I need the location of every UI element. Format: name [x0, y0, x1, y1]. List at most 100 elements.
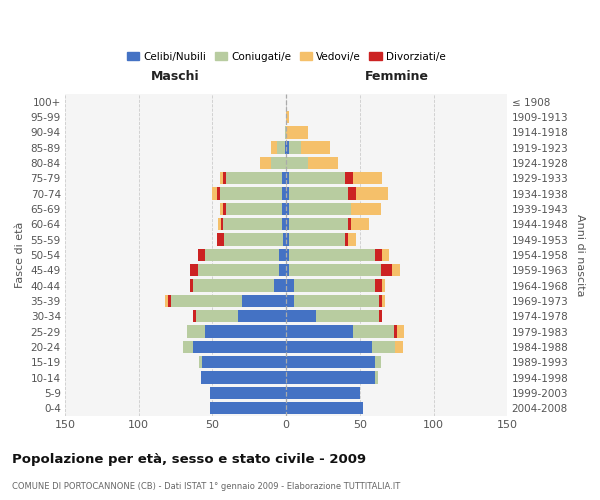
Bar [345, 233, 348, 246]
Bar [395, 340, 403, 353]
Bar [374, 248, 382, 261]
Bar [286, 110, 289, 123]
Bar [345, 172, 353, 184]
Bar [223, 218, 282, 230]
Bar [205, 248, 279, 261]
Bar [289, 202, 351, 215]
Bar [374, 356, 380, 368]
Bar [286, 264, 289, 276]
Bar [286, 218, 289, 230]
Bar [196, 310, 238, 322]
Bar [238, 310, 286, 322]
Bar [286, 310, 316, 322]
Bar [226, 172, 282, 184]
Bar [286, 386, 360, 399]
Bar [286, 356, 374, 368]
Bar [286, 248, 289, 261]
Y-axis label: Fasce di età: Fasce di età [15, 222, 25, 288]
Bar [286, 279, 293, 292]
Bar [183, 340, 193, 353]
Bar [374, 279, 382, 292]
Bar [224, 233, 283, 246]
Bar [286, 142, 289, 154]
Bar [397, 325, 404, 338]
Bar [293, 294, 379, 307]
Bar [289, 188, 348, 200]
Bar [217, 188, 220, 200]
Bar [282, 188, 286, 200]
Legend: Celibi/Nubili, Coniugati/e, Vedovi/e, Divorziati/e: Celibi/Nubili, Coniugati/e, Vedovi/e, Di… [122, 48, 450, 66]
Bar [220, 202, 223, 215]
Bar [282, 172, 286, 184]
Bar [356, 188, 388, 200]
Bar [282, 218, 286, 230]
Bar [217, 233, 224, 246]
Bar [286, 172, 289, 184]
Bar [187, 325, 205, 338]
Bar [394, 325, 397, 338]
Bar [283, 233, 286, 246]
Bar [379, 310, 382, 322]
Bar [308, 156, 338, 169]
Bar [171, 294, 242, 307]
Text: Femmine: Femmine [365, 70, 429, 83]
Bar [260, 156, 271, 169]
Bar [168, 294, 171, 307]
Bar [199, 356, 202, 368]
Bar [353, 172, 382, 184]
Bar [392, 264, 400, 276]
Bar [223, 172, 226, 184]
Bar [286, 402, 363, 414]
Bar [293, 279, 374, 292]
Y-axis label: Anni di nascita: Anni di nascita [575, 214, 585, 296]
Bar [190, 264, 198, 276]
Bar [226, 202, 282, 215]
Bar [286, 126, 308, 138]
Bar [382, 279, 385, 292]
Bar [209, 402, 286, 414]
Bar [220, 172, 223, 184]
Bar [218, 218, 221, 230]
Text: Popolazione per età, sesso e stato civile - 2009: Popolazione per età, sesso e stato civil… [12, 452, 366, 466]
Bar [286, 233, 289, 246]
Bar [286, 294, 293, 307]
Bar [289, 172, 345, 184]
Bar [279, 248, 286, 261]
Bar [198, 264, 279, 276]
Bar [286, 371, 374, 384]
Bar [193, 340, 286, 353]
Bar [274, 279, 286, 292]
Bar [220, 188, 282, 200]
Bar [212, 188, 217, 200]
Bar [223, 202, 226, 215]
Bar [190, 279, 193, 292]
Bar [221, 218, 223, 230]
Bar [286, 340, 372, 353]
Bar [374, 371, 377, 384]
Bar [286, 188, 289, 200]
Bar [193, 310, 196, 322]
Bar [289, 248, 374, 261]
Bar [348, 188, 356, 200]
Bar [301, 142, 331, 154]
Bar [277, 142, 285, 154]
Bar [271, 156, 286, 169]
Bar [348, 218, 351, 230]
Bar [380, 264, 392, 276]
Bar [382, 294, 385, 307]
Bar [282, 202, 286, 215]
Bar [285, 142, 286, 154]
Bar [286, 202, 289, 215]
Bar [279, 264, 286, 276]
Text: COMUNE DI PORTOCANNONE (CB) - Dati ISTAT 1° gennaio 2009 - Elaborazione TUTTITAL: COMUNE DI PORTOCANNONE (CB) - Dati ISTAT… [12, 482, 400, 491]
Bar [348, 233, 356, 246]
Bar [316, 310, 379, 322]
Bar [379, 294, 382, 307]
Bar [372, 340, 395, 353]
Bar [289, 233, 345, 246]
Bar [351, 218, 369, 230]
Text: Maschi: Maschi [151, 70, 200, 83]
Bar [242, 294, 286, 307]
Bar [285, 126, 286, 138]
Bar [289, 218, 348, 230]
